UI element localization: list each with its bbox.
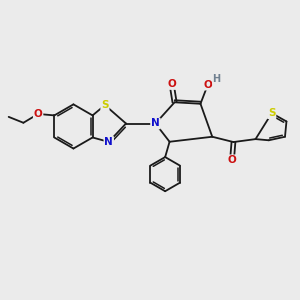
Text: S: S <box>101 100 109 110</box>
Text: S: S <box>268 108 275 118</box>
Text: O: O <box>167 79 176 89</box>
Text: O: O <box>228 155 236 165</box>
Text: N: N <box>104 137 113 147</box>
Text: H: H <box>213 74 221 84</box>
Text: N: N <box>151 118 160 128</box>
Text: O: O <box>34 109 43 119</box>
Text: O: O <box>203 80 212 90</box>
